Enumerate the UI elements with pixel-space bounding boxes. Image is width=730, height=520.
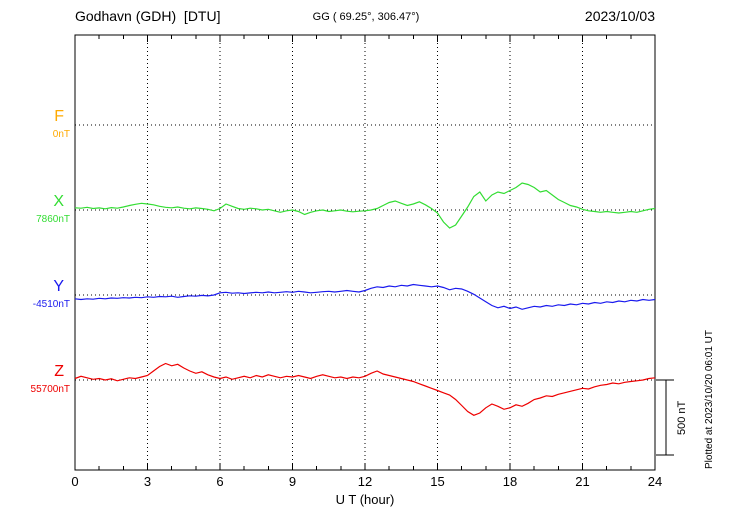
component-baseline-label-Y: -4510nT <box>32 299 70 310</box>
x-axis-label: U T (hour) <box>335 492 395 507</box>
component-label-F: F <box>54 108 64 125</box>
plotted-at-note: Plotted at 2023/10/20 06:01 UT <box>704 330 715 470</box>
station-title: Godhavn (GDH) [DTU] <box>75 8 221 24</box>
component-baseline-label-F: 0nT <box>52 129 70 140</box>
x-tick-label: 9 <box>288 474 297 489</box>
component-label-X: X <box>53 193 64 210</box>
component-baseline-label-Z: 55700nT <box>30 384 70 395</box>
trace-X <box>74 182 656 229</box>
component-baseline-label-X: 7860nT <box>36 214 70 225</box>
x-tick-label: 0 <box>71 474 79 489</box>
plot-frame <box>74 34 656 471</box>
x-tick-label: 3 <box>143 474 152 489</box>
scale-bar-label: 500 nT <box>676 400 688 436</box>
plot-date: 2023/10/03 <box>584 8 655 24</box>
gridlines <box>75 35 655 470</box>
x-tick-label: 15 <box>430 474 445 489</box>
x-tick-label: 12 <box>357 474 373 489</box>
component-label-Z: Z <box>54 363 64 380</box>
x-tick-label: 18 <box>502 474 518 489</box>
component-label-Y: Y <box>53 278 64 295</box>
scale-bar <box>656 379 674 456</box>
x-tick-label: 6 <box>216 474 224 489</box>
geographic-coords: GG ( 69.25°, 306.47°) <box>312 11 420 23</box>
x-tick-label: 24 <box>647 474 663 489</box>
trace-Z <box>74 362 656 416</box>
x-tick-label: 21 <box>575 474 590 489</box>
trace-Y <box>74 283 656 310</box>
traces <box>74 182 656 416</box>
